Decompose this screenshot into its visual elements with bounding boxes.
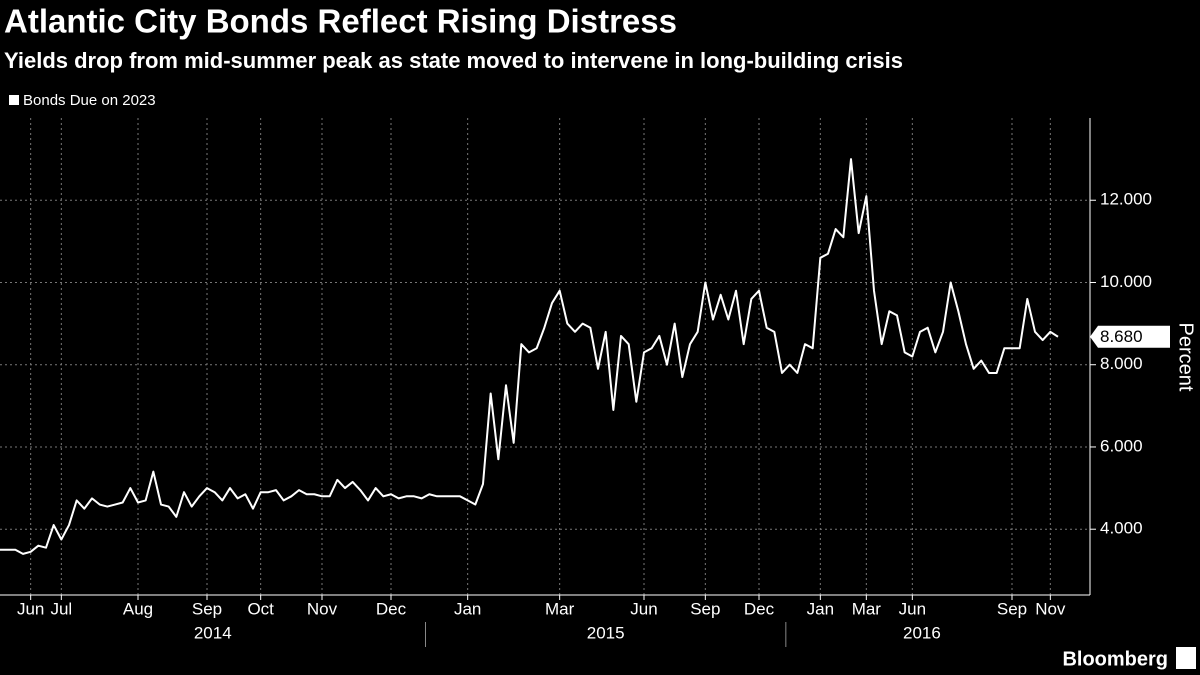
legend-swatch xyxy=(9,95,19,105)
x-tick-label: Jan xyxy=(807,599,834,618)
x-tick-label: Jun xyxy=(899,599,926,618)
logo-icon xyxy=(1176,647,1196,669)
year-label: 2016 xyxy=(903,623,941,642)
x-tick-label: Jul xyxy=(50,599,72,618)
x-tick-label: Dec xyxy=(744,599,775,618)
x-tick-label: Mar xyxy=(852,599,882,618)
x-tick-label: Aug xyxy=(123,599,153,618)
y-tick-label: 4.000 xyxy=(1100,519,1143,538)
x-tick-label: Sep xyxy=(192,599,222,618)
y-axis-label: Percent xyxy=(1175,323,1197,392)
x-tick-label: Nov xyxy=(1035,599,1066,618)
x-tick-label: Jun xyxy=(17,599,44,618)
end-label-box xyxy=(1090,325,1170,348)
series-line xyxy=(0,158,1059,555)
x-tick-label: Oct xyxy=(247,599,274,618)
y-tick-label: 6.000 xyxy=(1100,436,1143,455)
x-tick-label: Dec xyxy=(376,599,407,618)
end-label: 8.680 xyxy=(1100,327,1143,346)
y-tick-label: 12.000 xyxy=(1100,190,1152,209)
year-label: 2015 xyxy=(587,623,625,642)
x-tick-label: Jun xyxy=(630,599,657,618)
year-label: 2014 xyxy=(194,623,232,642)
x-tick-label: Jan xyxy=(454,599,481,618)
x-tick-label: Sep xyxy=(997,599,1027,618)
y-tick-label: 10.000 xyxy=(1100,272,1152,291)
chart-title: Atlantic City Bonds Reflect Rising Distr… xyxy=(4,3,677,40)
y-tick-label: 8.000 xyxy=(1100,354,1143,373)
source: Bloomberg xyxy=(1062,648,1168,670)
legend-label: Bonds Due on 2023 xyxy=(23,92,156,109)
x-tick-label: Sep xyxy=(690,599,720,618)
x-tick-label: Nov xyxy=(307,599,338,618)
chart-subtitle: Yields drop from mid-summer peak as stat… xyxy=(4,48,903,73)
x-tick-label: Mar xyxy=(545,599,575,618)
